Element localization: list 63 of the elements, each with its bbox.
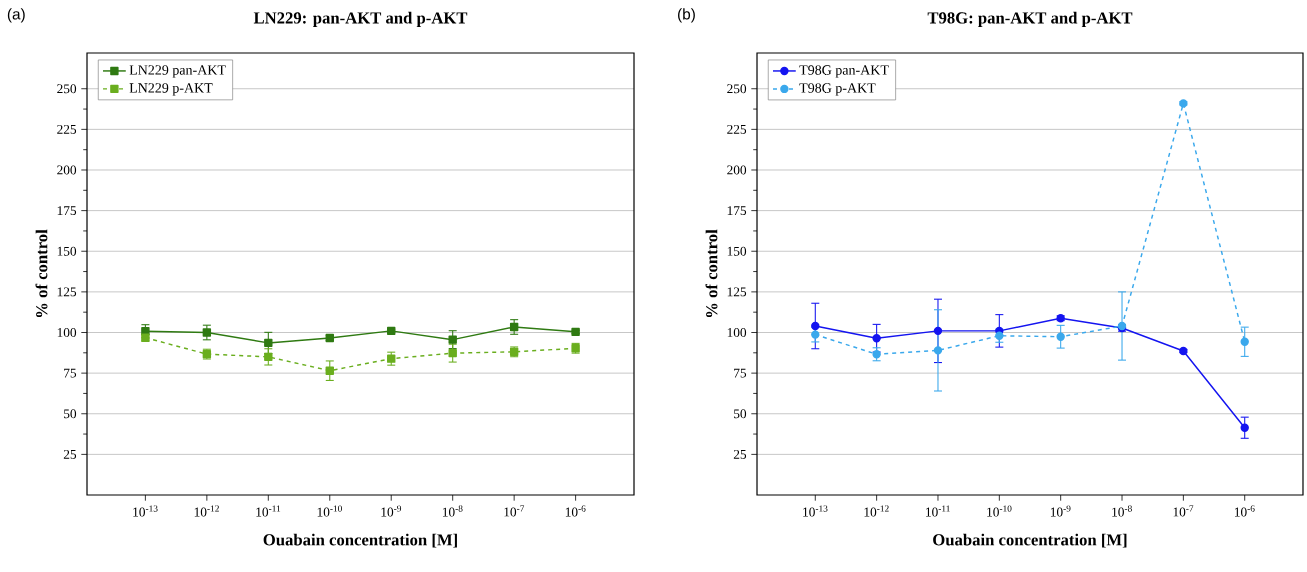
x-tick-label: 10$^{-7}$ [1173, 505, 1194, 517]
point [448, 335, 457, 344]
y-tick-label: 75 [734, 368, 747, 378]
text: (a) [7, 8, 25, 23]
y-tick-label: 50 [734, 409, 747, 419]
point [811, 330, 820, 339]
x-tick-label: 10$^{-12}$ [194, 505, 219, 517]
point [933, 346, 943, 355]
x-tick-label: 10$^{-10}$ [317, 505, 342, 517]
x-tick-label: 10$^{-9}$ [1050, 505, 1071, 517]
x-tick-label: 10$^{-9}$ [381, 505, 402, 517]
x-axis-title: Ouabain concentration [M] [933, 533, 1127, 548]
y-tick-label: 50 [64, 409, 77, 419]
point [811, 321, 820, 331]
x-tick-label: 10$^{-10}$ [987, 505, 1012, 517]
point [325, 366, 334, 375]
y-axis-title: % of control [705, 229, 718, 318]
y-tick-label: 200 [57, 165, 77, 175]
y-tick-label: 225 [57, 124, 77, 134]
y-tick-label: 150 [727, 246, 747, 256]
y-tick-label: 150 [57, 246, 77, 256]
x-tick-label: 10$^{-7}$ [504, 505, 525, 517]
y-tick-label: 250 [57, 84, 77, 94]
point [872, 333, 881, 343]
x-tick-label: 10$^{-12}$ [864, 505, 889, 517]
x-tick-label: 10$^{-11}$ [256, 505, 281, 517]
y-axis-title: % of control [35, 229, 48, 318]
x-tick-label: 10$^{-13}$ [133, 505, 158, 517]
x-tick-label: 10$^{-8}$ [1112, 505, 1132, 517]
y-tick-label: 200 [727, 165, 747, 175]
x-tick-label: 10$^{-6}$ [565, 505, 586, 517]
legend-label: LN229 p-AKT [129, 83, 213, 96]
x-tick-label: 10$^{-8}$ [442, 505, 463, 517]
legend-label: T98G p-AKT [799, 83, 876, 96]
y-tick-label: 25 [63, 449, 77, 459]
x-tick-label: 10$^{-13}$ [803, 505, 828, 517]
y-tick-label: 125 [57, 287, 77, 297]
y-tick-label: 75 [64, 368, 77, 378]
point [1056, 332, 1065, 341]
y-tick-label: 250 [727, 84, 747, 94]
y-tick-label: 175 [57, 206, 77, 216]
chart-title: T98G: pan-AKT and p-AKT [927, 11, 1133, 27]
x-tick-label: 10$^{-6}$ [1235, 505, 1255, 517]
point [325, 333, 334, 343]
point [202, 328, 212, 337]
y-tick-label: 175 [727, 206, 747, 216]
point [264, 338, 273, 348]
point [1240, 337, 1249, 346]
legend-label: LN229 pan-AKT [129, 65, 226, 78]
text: (b) [678, 8, 695, 23]
y-tick-label: 125 [727, 287, 747, 297]
y-tick-label: 100 [57, 328, 77, 337]
y-tick-label: 225 [727, 124, 747, 134]
y-tick-label: 100 [727, 328, 747, 337]
x-tick-label: 10$^{-11}$ [926, 505, 950, 517]
point [448, 348, 457, 358]
point [264, 352, 273, 362]
y-tick-label: 25 [733, 449, 747, 459]
point [933, 326, 943, 336]
chart-title: LN229: pan-AKT and p-AKT [253, 11, 468, 27]
x-axis-title: Ouabain concentration [M] [263, 533, 457, 548]
legend-label: T98G pan-AKT [799, 65, 889, 78]
point [1240, 423, 1249, 432]
